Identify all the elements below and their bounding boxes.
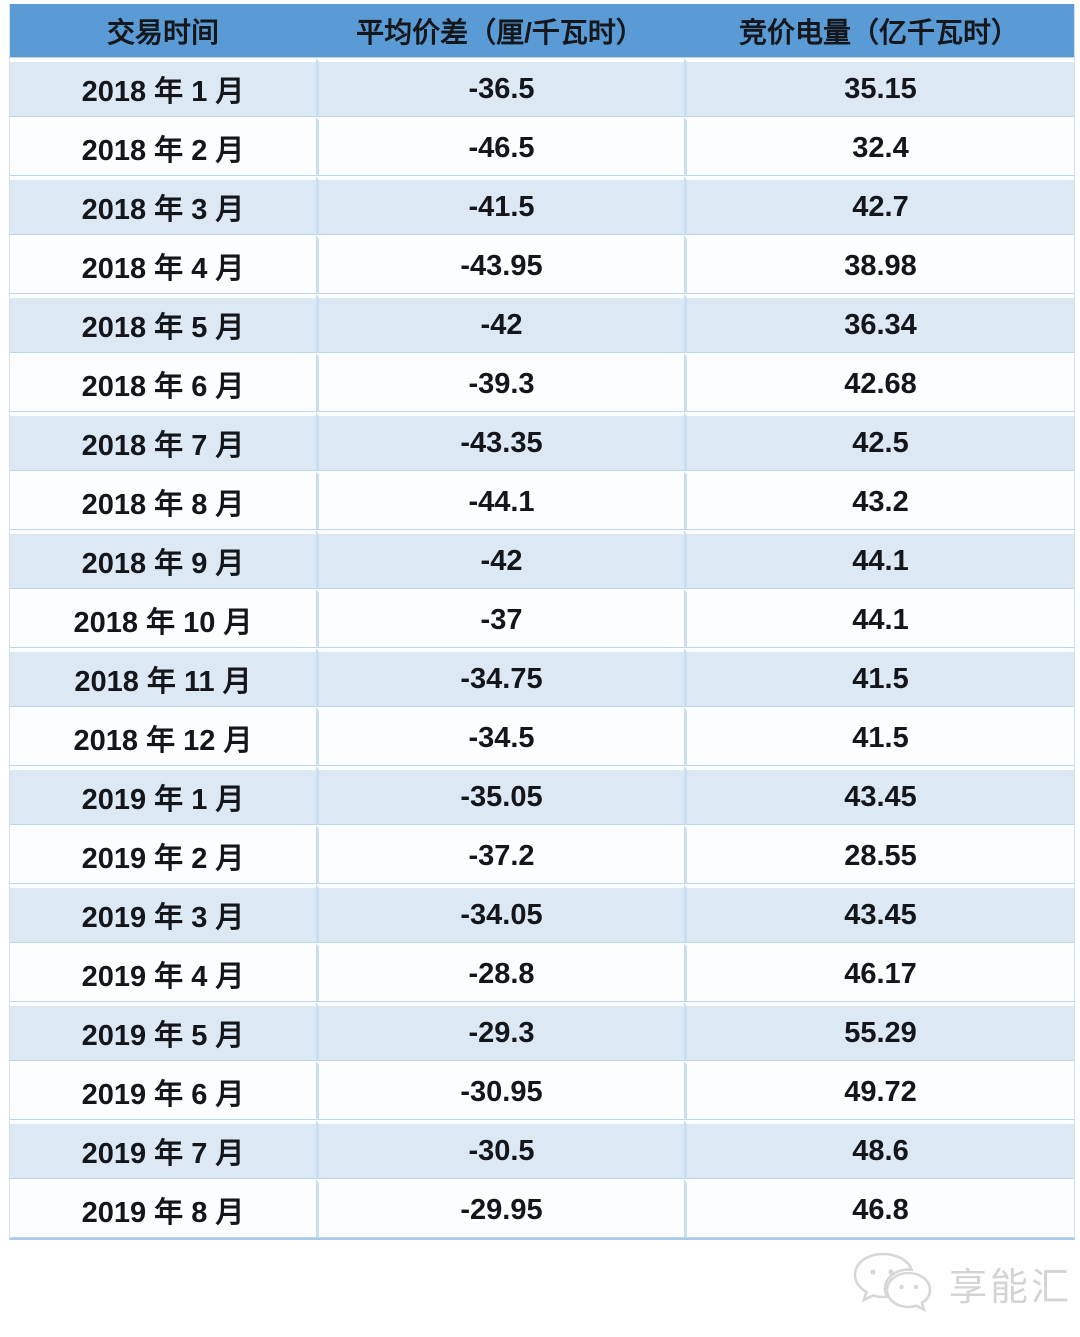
- cell-bid_volume: 44.1: [684, 530, 1074, 589]
- table-row: 2018 年 6 月 -39.3 42.68: [10, 353, 1074, 412]
- cell-bid_volume: 49.72: [684, 1061, 1074, 1120]
- cell-period: 2019 年 2 月: [10, 825, 316, 884]
- cell-avg_price_diff: -35.05: [316, 766, 684, 825]
- cell-bid_volume: 32.4: [684, 117, 1074, 176]
- cell-avg_price_diff: -44.1: [316, 471, 684, 530]
- cell-bid_volume: 55.29: [684, 1002, 1074, 1061]
- cell-period: 2018 年 9 月: [10, 530, 316, 589]
- table-row: 2019 年 3 月 -34.05 43.45: [10, 884, 1074, 943]
- cell-bid_volume: 43.45: [684, 884, 1074, 943]
- cell-bid_volume: 42.68: [684, 353, 1074, 412]
- cell-avg_price_diff: -29.95: [316, 1179, 684, 1238]
- cell-bid_volume: 43.2: [684, 471, 1074, 530]
- cell-period: 2018 年 5 月: [10, 294, 316, 353]
- cell-avg_price_diff: -36.5: [316, 58, 684, 117]
- cell-avg_price_diff: -30.95: [316, 1061, 684, 1120]
- cell-period: 2018 年 3 月: [10, 176, 316, 235]
- table-body: 2018 年 1 月 -36.5 35.15 2018 年 2 月 -46.5 32.4 2…: [10, 58, 1074, 1238]
- table-row: 2018 年 4 月 -43.95 38.98: [10, 235, 1074, 294]
- table-row: 2019 年 4 月 -28.8 46.17: [10, 943, 1074, 1002]
- table-row: 2019 年 5 月 -29.3 55.29: [10, 1002, 1074, 1061]
- table-row: 2019 年 6 月 -30.95 49.72: [10, 1061, 1074, 1120]
- table-row: 2018 年 5 月 -42 36.34: [10, 294, 1074, 353]
- cell-bid_volume: 42.5: [684, 412, 1074, 471]
- cell-period: 2018 年 8 月: [10, 471, 316, 530]
- cell-period: 2018 年 12 月: [10, 707, 316, 766]
- cell-bid_volume: 36.34: [684, 294, 1074, 353]
- cell-avg_price_diff: -37: [316, 589, 684, 648]
- table-row: 2019 年 2 月 -37.2 28.55: [10, 825, 1074, 884]
- cell-period: 2018 年 1 月: [10, 58, 316, 117]
- table-row: 2018 年 1 月 -36.5 35.15: [10, 58, 1074, 117]
- table-header: 交易时间 平均价差（厘/千瓦时） 竞价电量（亿千瓦时）: [10, 4, 1074, 58]
- cell-bid_volume: 28.55: [684, 825, 1074, 884]
- column-header-avg_price_diff: 平均价差（厘/千瓦时）: [316, 4, 684, 58]
- watermark-text: 享能汇: [948, 1267, 1072, 1309]
- cell-bid_volume: 41.5: [684, 707, 1074, 766]
- watermark: 享能汇: [849, 1250, 1072, 1317]
- cell-bid_volume: 42.7: [684, 176, 1074, 235]
- column-header-bid_volume: 竞价电量（亿千瓦时）: [684, 4, 1074, 58]
- table-row: 2019 年 1 月 -35.05 43.45: [10, 766, 1074, 825]
- table-row: 2018 年 10 月 -37 44.1: [10, 589, 1074, 648]
- cell-avg_price_diff: -43.35: [316, 412, 684, 471]
- cell-avg_price_diff: -34.05: [316, 884, 684, 943]
- table-header-row: 交易时间 平均价差（厘/千瓦时） 竞价电量（亿千瓦时）: [10, 4, 1074, 58]
- table-row: 2018 年 3 月 -41.5 42.7: [10, 176, 1074, 235]
- cell-bid_volume: 43.45: [684, 766, 1074, 825]
- table-row: 2018 年 7 月 -43.35 42.5: [10, 412, 1074, 471]
- cell-avg_price_diff: -43.95: [316, 235, 684, 294]
- cell-avg_price_diff: -34.75: [316, 648, 684, 707]
- table-row: 2018 年 9 月 -42 44.1: [10, 530, 1074, 589]
- cell-avg_price_diff: -42: [316, 530, 684, 589]
- cell-bid_volume: 46.17: [684, 943, 1074, 1002]
- cell-bid_volume: 38.98: [684, 235, 1074, 294]
- cell-period: 2019 年 7 月: [10, 1120, 316, 1179]
- table-row: 2018 年 8 月 -44.1 43.2: [10, 471, 1074, 530]
- chat-bubbles-icon: [849, 1250, 941, 1317]
- cell-avg_price_diff: -46.5: [316, 117, 684, 176]
- cell-avg_price_diff: -29.3: [316, 1002, 684, 1061]
- cell-avg_price_diff: -39.3: [316, 353, 684, 412]
- cell-bid_volume: 44.1: [684, 589, 1074, 648]
- cell-period: 2018 年 10 月: [10, 589, 316, 648]
- cell-period: 2019 年 8 月: [10, 1179, 316, 1238]
- cell-period: 2019 年 3 月: [10, 884, 316, 943]
- cell-avg_price_diff: -41.5: [316, 176, 684, 235]
- table-row: 2018 年 12 月 -34.5 41.5: [10, 707, 1074, 766]
- cell-bid_volume: 48.6: [684, 1120, 1074, 1179]
- cell-avg_price_diff: -28.8: [316, 943, 684, 1002]
- price-volume-table: 交易时间 平均价差（厘/千瓦时） 竞价电量（亿千瓦时） 2018 年 1 月 -36.…: [9, 4, 1075, 1240]
- cell-period: 2018 年 4 月: [10, 235, 316, 294]
- table-row: 2019 年 8 月 -29.95 46.8: [10, 1179, 1074, 1238]
- cell-avg_price_diff: -30.5: [316, 1120, 684, 1179]
- cell-avg_price_diff: -37.2: [316, 825, 684, 884]
- column-header-period: 交易时间: [10, 4, 316, 58]
- cell-bid_volume: 35.15: [684, 58, 1074, 117]
- table-row: 2018 年 2 月 -46.5 32.4: [10, 117, 1074, 176]
- cell-period: 2019 年 6 月: [10, 1061, 316, 1120]
- cell-bid_volume: 41.5: [684, 648, 1074, 707]
- cell-period: 2019 年 4 月: [10, 943, 316, 1002]
- cell-avg_price_diff: -42: [316, 294, 684, 353]
- cell-avg_price_diff: -34.5: [316, 707, 684, 766]
- cell-period: 2018 年 11 月: [10, 648, 316, 707]
- cell-period: 2018 年 7 月: [10, 412, 316, 471]
- cell-period: 2018 年 2 月: [10, 117, 316, 176]
- cell-bid_volume: 46.8: [684, 1179, 1074, 1238]
- cell-period: 2019 年 1 月: [10, 766, 316, 825]
- table-row: 2019 年 7 月 -30.5 48.6: [10, 1120, 1074, 1179]
- table-row: 2018 年 11 月 -34.75 41.5: [10, 648, 1074, 707]
- cell-period: 2019 年 5 月: [10, 1002, 316, 1061]
- cell-period: 2018 年 6 月: [10, 353, 316, 412]
